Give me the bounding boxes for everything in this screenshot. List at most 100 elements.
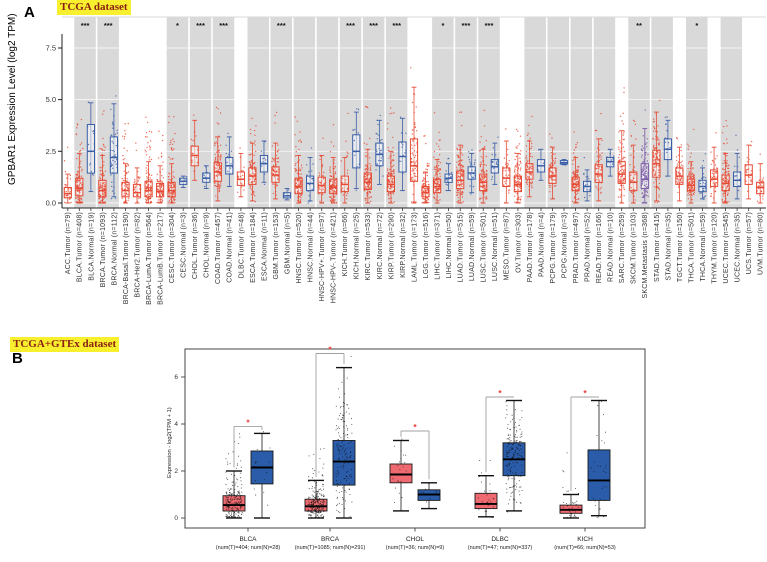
svg-text:BRCA-LumA.Tumor (n=564): BRCA-LumA.Tumor (n=564) xyxy=(146,212,153,305)
svg-text:KICH.Normal (n=25): KICH.Normal (n=25) xyxy=(354,212,361,279)
svg-text:CESC.Tumor (n=304): CESC.Tumor (n=304) xyxy=(169,212,176,283)
svg-text:(num(T)=1085; num(N)=291): (num(T)=1085; num(N)=291) xyxy=(295,545,366,551)
svg-text:CESC.Normal (n=3): CESC.Normal (n=3) xyxy=(181,212,188,278)
svg-text:LUAD.Tumor (n=515): LUAD.Tumor (n=515) xyxy=(458,212,465,282)
svg-text:***: *** xyxy=(462,21,471,30)
panel-b-boxplot-chart: 0 2 4 6 Expression - log2(TPM + 1) * BLCA (num(… xyxy=(167,345,646,551)
svg-text:TGCT.Tumor (n=150): TGCT.Tumor (n=150) xyxy=(677,212,684,282)
svg-text:SKCM.Metastasis (n=368): SKCM.Metastasis (n=368) xyxy=(642,212,649,299)
svg-text:LIHC.Normal (n=50): LIHC.Normal (n=50) xyxy=(446,212,453,278)
svg-text:***: *** xyxy=(392,21,401,30)
svg-text:COAD.Normal (n=41): COAD.Normal (n=41) xyxy=(227,212,234,283)
svg-text:UCEC.Normal (n=35): UCEC.Normal (n=35) xyxy=(735,212,742,282)
panel-a-label: A xyxy=(24,4,35,21)
svg-text:GBM.Normal (n=5): GBM.Normal (n=5) xyxy=(284,212,291,274)
svg-text:CHOL.Tumor (n=36): CHOL.Tumor (n=36) xyxy=(192,212,199,279)
svg-text:BLCA.Tumor (n=408): BLCA.Tumor (n=408) xyxy=(77,212,84,282)
svg-text:PCPG.Tumor (n=179): PCPG.Tumor (n=179) xyxy=(550,212,557,284)
svg-text:KIRP.Tumor (n=290): KIRP.Tumor (n=290) xyxy=(388,212,395,279)
svg-text:DLBC.Tumor (n=48): DLBC.Tumor (n=48) xyxy=(238,212,245,278)
svg-text:HNSC.Normal (n=44): HNSC.Normal (n=44) xyxy=(308,212,315,282)
svg-text:***: *** xyxy=(485,21,494,30)
svg-text:2: 2 xyxy=(174,468,178,475)
svg-text:6: 6 xyxy=(174,374,178,381)
svg-text:Expression - log2(TPM + 1): Expression - log2(TPM + 1) xyxy=(167,407,173,478)
svg-text:BRCA-Her2.Tumor (n=82): BRCA-Her2.Tumor (n=82) xyxy=(134,212,141,298)
svg-text:CHOL.Normal (n=9): CHOL.Normal (n=9) xyxy=(204,212,211,278)
svg-text:SKCM.Tumor (n=103): SKCM.Tumor (n=103) xyxy=(631,212,638,284)
svg-text:PRAD.Tumor (n=497): PRAD.Tumor (n=497) xyxy=(573,212,580,283)
svg-text:UCS.Tumor (n=57): UCS.Tumor (n=57) xyxy=(746,212,753,274)
svg-text:LAML.Tumor (n=173): LAML.Tumor (n=173) xyxy=(411,212,418,282)
svg-text:GPBAR1 Expression Level (log2: GPBAR1 Expression Level (log2 TPM) xyxy=(7,13,18,185)
svg-text:ESCA.Tumor (n=184): ESCA.Tumor (n=184) xyxy=(250,212,257,283)
svg-text:OV.Tumor (n=303): OV.Tumor (n=303) xyxy=(515,212,522,273)
svg-text:BLCA.Normal (n=19): BLCA.Normal (n=19) xyxy=(88,212,95,281)
svg-text:KIRC.Normal (n=72): KIRC.Normal (n=72) xyxy=(377,212,384,279)
panel-a-boxplot-chart: 0.0 2.5 5.0 7.5 GPBAR1 Expression Level (log… xyxy=(7,13,766,305)
svg-text:HNSC.Tumor (n=520): HNSC.Tumor (n=520) xyxy=(296,212,303,284)
svg-text:0.0: 0.0 xyxy=(46,199,56,208)
svg-text:(num(T)=404; num(N)=28): (num(T)=404; num(N)=28) xyxy=(216,545,281,551)
svg-text:ESCA.Normal (n=11): ESCA.Normal (n=11) xyxy=(261,212,268,281)
panel-b-dataset-badge: TCGA+GTEx dataset xyxy=(10,337,120,352)
svg-text:5.0: 5.0 xyxy=(46,95,56,104)
svg-text:7.5: 7.5 xyxy=(46,44,56,53)
svg-text:THYM.Tumor (n=120): THYM.Tumor (n=120) xyxy=(712,212,719,284)
svg-text:0: 0 xyxy=(174,515,178,522)
svg-text:***: *** xyxy=(219,21,228,30)
svg-text:BRCA-Basal.Tumor (n=190): BRCA-Basal.Tumor (n=190) xyxy=(123,212,130,304)
svg-text:**: ** xyxy=(636,21,642,30)
svg-text:(num(T)=47; num(N)=337): (num(T)=47; num(N)=337) xyxy=(468,545,533,551)
svg-text:KICH.Tumor (n=66): KICH.Tumor (n=66) xyxy=(342,212,349,276)
svg-text:MESO.Tumor (n=87): MESO.Tumor (n=87) xyxy=(504,212,511,280)
svg-text:LUSC.Normal (n=51): LUSC.Normal (n=51) xyxy=(492,212,499,281)
svg-text:HNSC-HPV-.Tumor (n=421): HNSC-HPV-.Tumor (n=421) xyxy=(331,212,338,303)
svg-text:***: *** xyxy=(81,21,90,30)
svg-text:*: * xyxy=(176,21,179,30)
svg-text:BRCA-LumB.Tumor (n=217): BRCA-LumB.Tumor (n=217) xyxy=(158,212,165,305)
svg-text:***: *** xyxy=(369,21,378,30)
svg-text:LUSC.Tumor (n=501): LUSC.Tumor (n=501) xyxy=(481,212,488,282)
svg-text:***: *** xyxy=(196,21,205,30)
svg-text:***: *** xyxy=(104,21,113,30)
svg-text:READ.Normal (n=10): READ.Normal (n=10) xyxy=(608,212,615,282)
svg-text:BLCA: BLCA xyxy=(240,536,258,543)
svg-text:*: * xyxy=(498,388,502,398)
svg-text:LIHC.Tumor (n=371): LIHC.Tumor (n=371) xyxy=(435,212,442,280)
svg-text:DLBC: DLBC xyxy=(491,536,509,543)
svg-text:LUAD.Normal (n=59): LUAD.Normal (n=59) xyxy=(469,212,476,281)
svg-text:(num(T)=36; num(N)=9): (num(T)=36; num(N)=9) xyxy=(386,545,445,551)
svg-text:PCPG.Normal (n=3): PCPG.Normal (n=3) xyxy=(561,212,568,278)
panel-a-dataset-badge: TCGA dataset xyxy=(57,0,131,15)
svg-text:PAAD.Tumor (n=178): PAAD.Tumor (n=178) xyxy=(527,212,534,282)
svg-text:THCA.Normal (n=59): THCA.Normal (n=59) xyxy=(700,212,707,282)
svg-text:*: * xyxy=(441,21,444,30)
svg-text:CHOL: CHOL xyxy=(406,536,424,543)
svg-text:4: 4 xyxy=(174,421,178,428)
svg-text:*: * xyxy=(413,422,417,432)
svg-text:PAAD.Normal (n=4): PAAD.Normal (n=4) xyxy=(538,212,545,277)
svg-text:STAD.Tumor (n=415): STAD.Tumor (n=415) xyxy=(654,212,661,282)
svg-text:LGG.Tumor (n=516): LGG.Tumor (n=516) xyxy=(423,212,430,278)
svg-text:BRCA: BRCA xyxy=(321,536,340,543)
svg-text:BRCA.Normal (n=112): BRCA.Normal (n=112) xyxy=(111,212,118,286)
svg-text:*: * xyxy=(695,21,698,30)
svg-text:KIRP.Normal (n=32): KIRP.Normal (n=32) xyxy=(400,212,407,278)
svg-text:BRCA.Tumor (n=1093): BRCA.Tumor (n=1093) xyxy=(100,212,107,287)
svg-text:2.5: 2.5 xyxy=(46,147,56,156)
svg-text:UCEC.Tumor (n=545): UCEC.Tumor (n=545) xyxy=(723,212,730,284)
svg-text:HNSC-HPV+.Tumor (n=97): HNSC-HPV+.Tumor (n=97) xyxy=(319,212,326,301)
svg-text:***: *** xyxy=(277,21,286,30)
panel-b-label: B xyxy=(12,350,23,367)
svg-text:*: * xyxy=(328,345,332,355)
svg-text:STAD.Normal (n=35): STAD.Normal (n=35) xyxy=(665,212,672,281)
svg-text:***: *** xyxy=(346,21,355,30)
svg-text:COAD.Tumor (n=457): COAD.Tumor (n=457) xyxy=(215,212,222,284)
svg-text:READ.Tumor (n=166): READ.Tumor (n=166) xyxy=(596,212,603,283)
svg-text:UVM.Tumor (n=80): UVM.Tumor (n=80) xyxy=(758,212,765,275)
svg-text:SARC.Tumor (n=259): SARC.Tumor (n=259) xyxy=(619,212,626,283)
svg-text:ACC.Tumor (n=79): ACC.Tumor (n=79) xyxy=(65,212,72,274)
svg-text:KIRC.Tumor (n=533): KIRC.Tumor (n=533) xyxy=(365,212,372,281)
